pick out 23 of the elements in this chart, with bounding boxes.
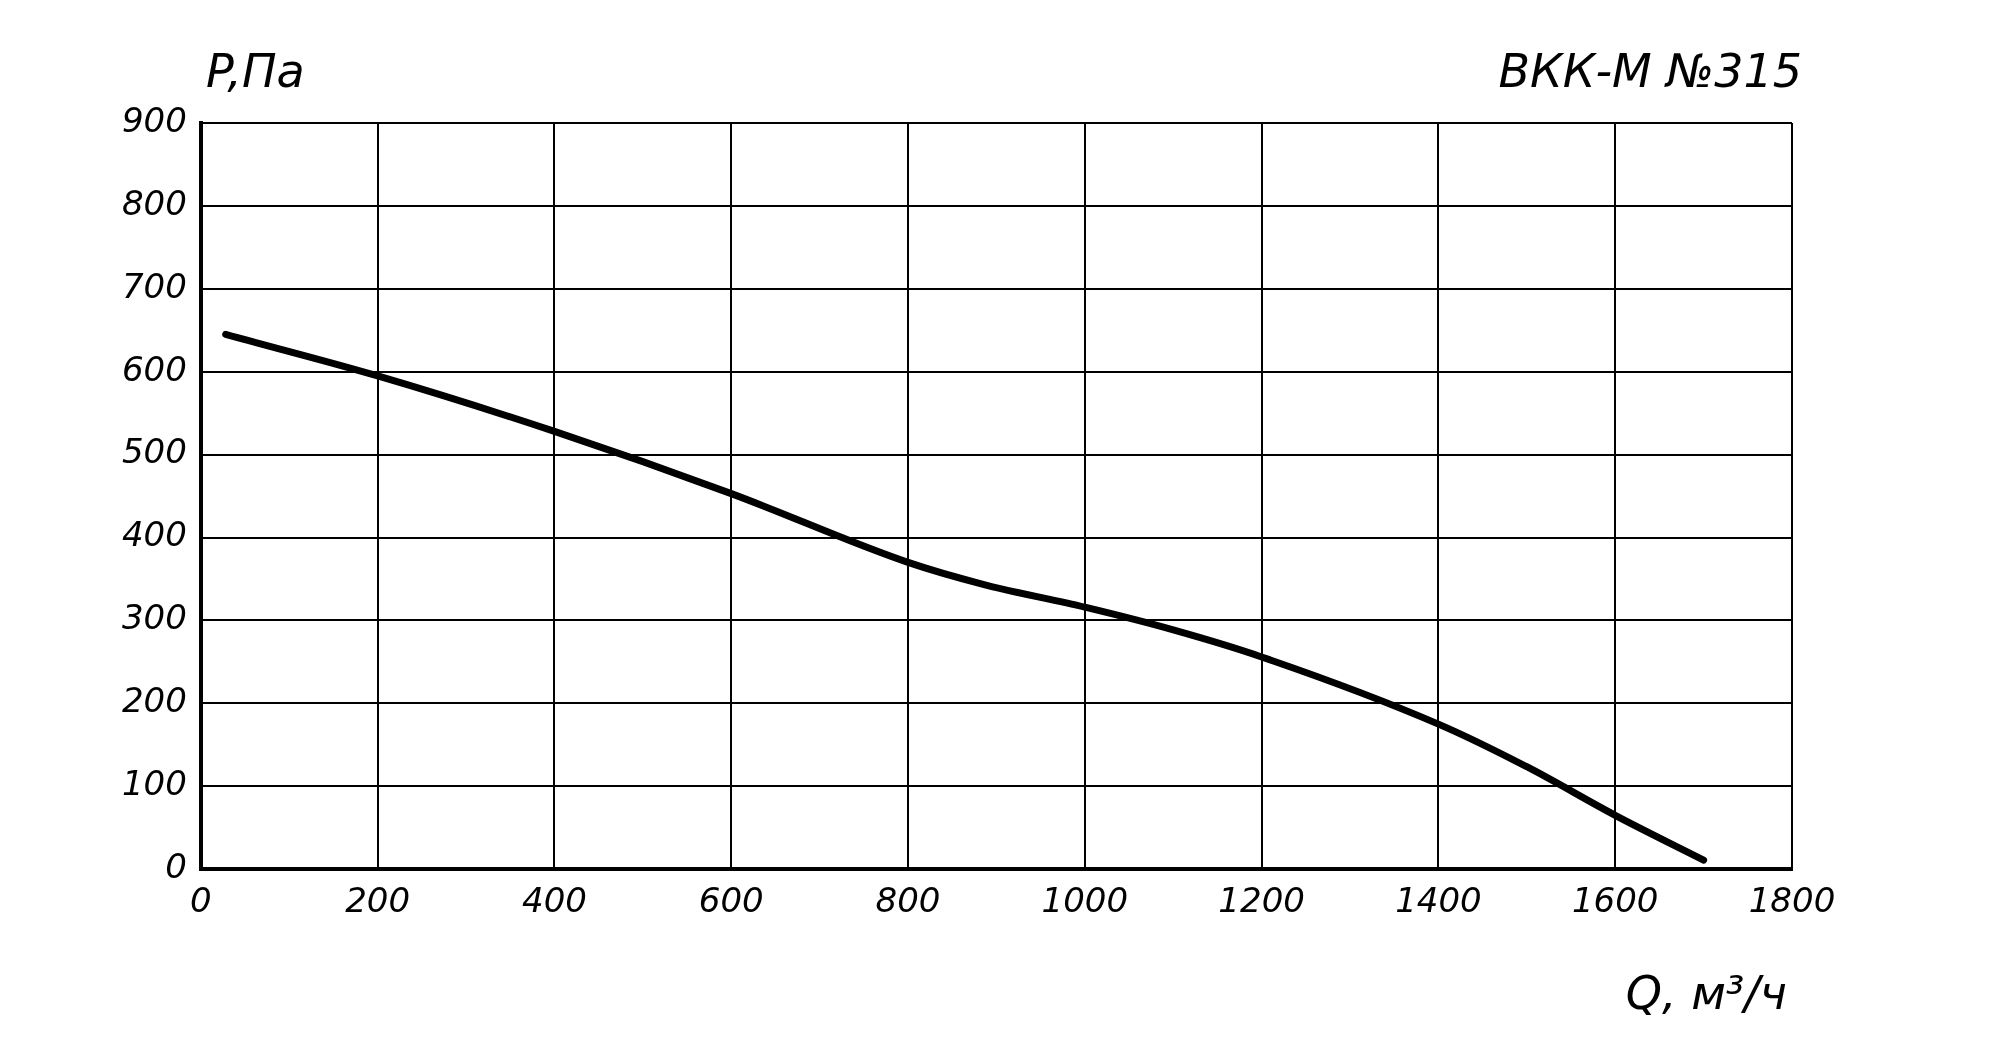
x-tick-label: 1800 xyxy=(1748,880,1836,921)
x-tick-label: 400 xyxy=(522,880,587,921)
x-tick-label: 0 xyxy=(190,880,212,921)
y-tick-label: 100 xyxy=(121,763,187,804)
y-tick-label: 800 xyxy=(121,182,187,223)
y-tick-label: 700 xyxy=(121,265,187,306)
x-axis-title: Q, м³/ч xyxy=(1625,966,1787,1021)
x-tick-label: 1200 xyxy=(1218,880,1305,921)
x-tick-label: 1000 xyxy=(1041,880,1129,921)
y-tick-label: 400 xyxy=(121,514,187,555)
chart-title: ВКК-М №315 xyxy=(1498,43,1802,98)
y-tick-label: 500 xyxy=(121,431,187,472)
y-tick-label: 200 xyxy=(121,680,187,721)
x-tick-label: 200 xyxy=(345,880,411,921)
y-axis-title: P,Па xyxy=(205,43,305,98)
y-tick-label: 900 xyxy=(121,99,187,140)
x-tick-label: 600 xyxy=(698,880,764,921)
x-tick-label: 800 xyxy=(875,880,941,921)
y-tick-label: 600 xyxy=(121,348,187,389)
x-tick-label: 1600 xyxy=(1571,880,1659,921)
y-tick-label: 300 xyxy=(121,597,187,638)
y-tick-label: 0 xyxy=(165,846,187,887)
x-tick-label: 1400 xyxy=(1395,880,1482,921)
